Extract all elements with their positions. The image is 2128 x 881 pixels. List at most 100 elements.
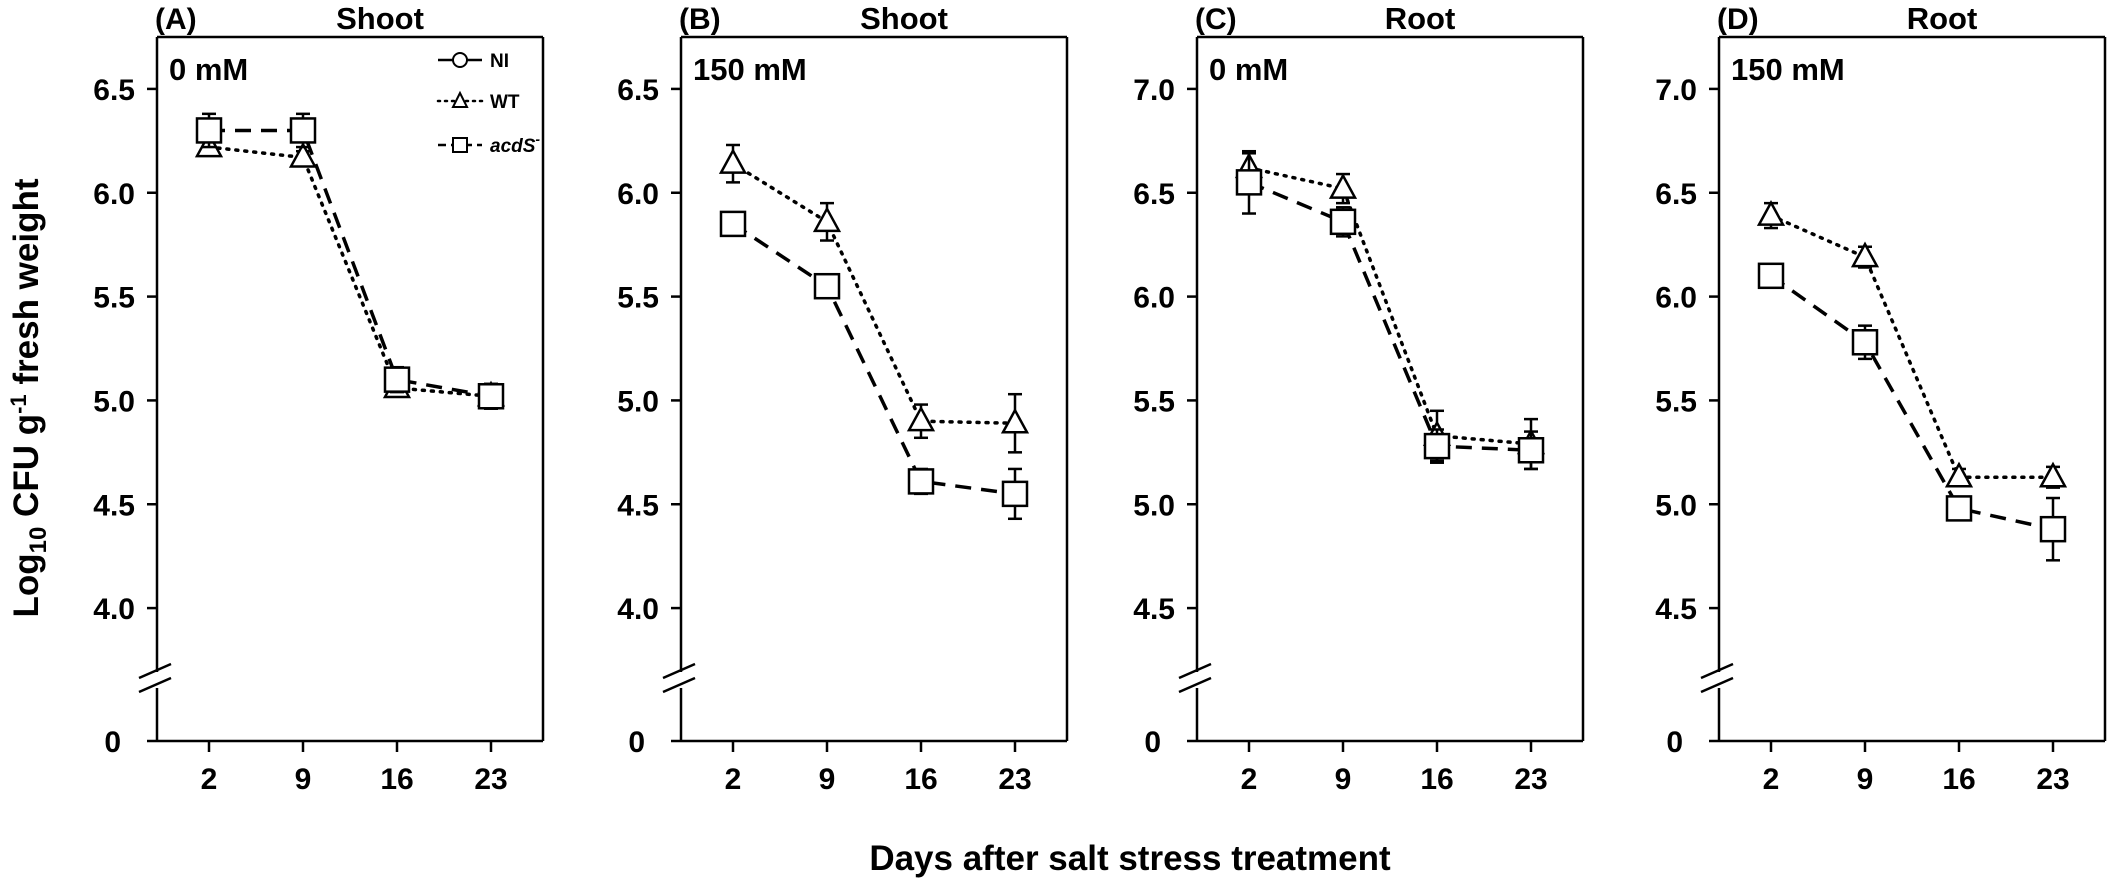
data-point-triangle [812, 206, 842, 233]
x-tick-label: 9 [819, 763, 836, 796]
series-acds- [1757, 262, 2067, 562]
data-point-triangle [2038, 461, 2068, 488]
panel-b: 4.0 4.5 5.0 5.5 6.0 6.5 0 2 9 16 23 (B) Shoot 150 mM [617, 1, 1069, 796]
data-point-triangle [1000, 407, 1030, 434]
y-axis-title-sub: 10 [25, 527, 52, 554]
series-line [207, 145, 493, 399]
x-tick-label: 9 [1335, 763, 1352, 796]
series-wt [1234, 152, 1546, 471]
panel-letter: (C) [1195, 3, 1237, 36]
data-point-square [2039, 515, 2067, 543]
axis-break-mark [662, 662, 696, 680]
x-tick-label: 16 [1420, 763, 1453, 796]
condition-label: 150 mM [693, 52, 807, 87]
data-point-square [1851, 329, 1879, 356]
y-tick-label: 6.0 [617, 178, 659, 211]
x-tick-label: 23 [2036, 763, 2069, 796]
data-point-square [1517, 437, 1545, 464]
y-tick-label: 5.5 [93, 282, 135, 315]
legend-label: NI [490, 51, 509, 72]
series-line [1247, 166, 1533, 446]
data-point-square [1329, 208, 1357, 236]
x-tick-label: 23 [474, 763, 507, 796]
axis-break-mark [138, 676, 172, 694]
data-point-square [195, 117, 223, 144]
axis-break-mark [1700, 662, 1734, 680]
series-line [1769, 274, 2054, 531]
y-tick-label: 4.0 [93, 593, 135, 626]
condition-label: 0 mM [1209, 52, 1288, 87]
axis-break-mark [1700, 676, 1734, 694]
data-point-square [719, 210, 747, 238]
panel-title: Root [1385, 1, 1456, 36]
axis-break-mark [1178, 676, 1212, 694]
series-line [1248, 180, 1532, 453]
y-tick-label: 5.0 [617, 385, 659, 418]
y-tick-label: 5.0 [93, 385, 135, 418]
y-tick-label: 6.0 [1655, 282, 1697, 315]
panel-letter: (D) [1717, 3, 1759, 36]
x-tick-label: 16 [380, 763, 413, 796]
data-point-square [907, 468, 935, 495]
panel-c: 4.5 5.0 5.5 6.0 6.5 7.0 0 2 9 16 23 (C) Root 0 mM [1133, 1, 1585, 796]
y-axis-title-mid: CFU g [7, 414, 46, 527]
y-tick-label: 7.0 [1133, 74, 1175, 107]
y-axis-title-sup: -1 [6, 394, 31, 414]
data-point-square [1001, 480, 1029, 508]
data-point-square [1235, 169, 1263, 196]
y-tick-label: 4.5 [1655, 593, 1697, 626]
y-tick-label: 5.5 [617, 282, 659, 315]
legend-label: acdS- [490, 131, 540, 157]
data-point-square [1945, 495, 1973, 522]
y-tick-label: 5.5 [1655, 385, 1697, 418]
legend-marker-circle [452, 52, 468, 68]
legend: NI WT acdS- [436, 51, 540, 157]
y-tick-label: 6.5 [1133, 178, 1175, 211]
legend-item-wt: WT [436, 90, 520, 113]
panel-title: Root [1907, 1, 1978, 36]
x-tick-label: 23 [1514, 763, 1547, 796]
y-tick-label-zero: 0 [628, 726, 645, 759]
y-tick-label: 5.0 [1655, 489, 1697, 522]
y-axis-title-end: fresh weight [7, 178, 46, 394]
data-point-square [383, 366, 411, 393]
x-tick-label: 23 [998, 763, 1031, 796]
x-tick-label: 16 [1942, 763, 1975, 796]
panel-title: Shoot [860, 1, 948, 36]
series-acds- [195, 112, 505, 410]
legend-marker-square [452, 137, 468, 153]
data-point-triangle [906, 405, 936, 432]
series-line [209, 128, 492, 398]
x-tick-label: 9 [1857, 763, 1874, 796]
x-tick-label: 16 [904, 763, 937, 796]
x-tick-label: 2 [201, 763, 218, 796]
data-point-triangle [718, 148, 748, 174]
data-point-triangle [1756, 199, 1786, 226]
panel-a: 4.0 4.5 5.0 5.5 6.0 6.5 0 2 9 16 23 (A) Shoot 0 mM NI W… [93, 1, 545, 796]
series-wt [1756, 199, 2068, 489]
data-point-square [813, 272, 841, 300]
panels-group: 4.0 4.5 5.0 5.5 6.0 6.5 0 2 9 16 23 (A) Shoot 0 mM NI W… [93, 1, 2107, 796]
data-point-triangle [1328, 172, 1358, 199]
series-line [732, 222, 1016, 496]
panel-title: Shoot [336, 1, 424, 36]
y-tick-label: 6.5 [1655, 178, 1697, 211]
y-tick-label: 6.0 [1133, 282, 1175, 315]
axis-break-mark [138, 662, 172, 680]
data-point-triangle [288, 141, 318, 168]
y-tick-label-zero: 0 [1666, 726, 1683, 759]
panel-letter: (A) [155, 3, 197, 36]
legend-marker-triangle [451, 90, 469, 108]
panel-d: 4.5 5.0 5.5 6.0 6.5 7.0 0 2 9 16 23 (D) Root 150 mM [1655, 1, 2107, 796]
data-point-square [1757, 262, 1785, 290]
legend-item-ni: NI [438, 51, 509, 72]
series-wt [194, 131, 506, 407]
data-point-square [477, 383, 505, 410]
series-line [731, 161, 1017, 426]
x-tick-label: 9 [295, 763, 312, 796]
y-tick-label: 4.0 [617, 593, 659, 626]
data-point-square [289, 117, 317, 144]
y-tick-label: 4.5 [93, 489, 135, 522]
series-acds- [719, 210, 1029, 521]
